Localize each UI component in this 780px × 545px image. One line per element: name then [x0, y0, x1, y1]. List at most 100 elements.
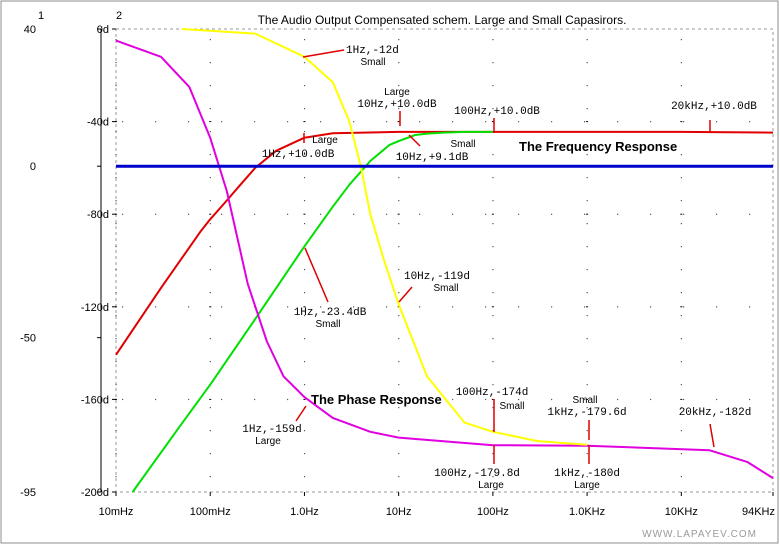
- grid-dot: [492, 407, 494, 409]
- grid-dot: [492, 338, 494, 340]
- grid-dot: [617, 213, 619, 215]
- grid-dot: [386, 398, 388, 401]
- annotation-value: 1kHz,-179.6d: [547, 407, 626, 419]
- grid-dot: [303, 269, 306, 271]
- grid-dot: [320, 398, 322, 401]
- grid-dot: [221, 398, 223, 401]
- grid-dot: [683, 213, 685, 215]
- grid-dot: [320, 306, 322, 308]
- grid-dot: [115, 338, 117, 340]
- grid-dot: [398, 292, 400, 294]
- grid-dot: [209, 407, 211, 409]
- grid-dot: [452, 306, 454, 308]
- grid-dot: [398, 269, 400, 271]
- x-tick-label: 94KHz: [742, 506, 775, 518]
- grid-dot: [398, 407, 400, 409]
- grid-dot: [320, 121, 322, 123]
- x-tick-label: 10mHz: [99, 506, 134, 518]
- grid-dot: [680, 246, 683, 248]
- grid-dot: [680, 338, 683, 340]
- grid-dot: [115, 292, 117, 294]
- annotation-tag: Small: [433, 283, 458, 294]
- chart-axes: 40 0 -50 -95 0d -40d -80d -120d -160d -200d 10mHz 1…: [20, 24, 775, 518]
- chart-title: The Audio Output Compensated schem. Larg…: [258, 13, 627, 27]
- grid-dot: [586, 338, 588, 340]
- grid-dot: [551, 398, 553, 401]
- grid-dot: [680, 223, 683, 225]
- annotation-leader: [709, 423, 715, 448]
- grid-dot: [586, 315, 588, 317]
- chart-texts: The Audio Output Compensated schem. Larg…: [38, 10, 756, 540]
- grid-dot: [303, 154, 306, 156]
- grid-dot: [188, 213, 190, 215]
- grid-dot: [398, 476, 400, 478]
- grid-dot: [155, 306, 157, 308]
- grid-dot: [586, 177, 588, 179]
- grid-dot: [716, 306, 718, 308]
- annotation-tag: Large: [312, 135, 338, 146]
- grid-dot: [303, 62, 306, 64]
- grid-dot: [518, 306, 520, 308]
- grid-dot: [680, 39, 683, 41]
- grid-dot: [492, 108, 494, 110]
- annotation-tag: Large: [478, 480, 504, 491]
- grid-dot: [586, 223, 588, 225]
- grid-dot: [303, 39, 306, 41]
- grid-dot: [650, 121, 652, 123]
- grid-dot: [419, 306, 421, 308]
- grid-dot: [650, 398, 652, 401]
- grid-dot: [398, 246, 400, 248]
- annotation-value: 100Hz,+10.0dB: [454, 106, 540, 118]
- grid-dot: [716, 121, 718, 123]
- grid-dot: [680, 407, 683, 409]
- grid-dot: [492, 246, 494, 248]
- grid-dot: [485, 306, 487, 308]
- annotation-tag: Small: [499, 401, 524, 412]
- grid-dot: [320, 213, 322, 215]
- grid-dot: [115, 361, 117, 363]
- annotation-tag: Large: [384, 87, 410, 98]
- grid-dot: [492, 315, 494, 317]
- grid-dot: [115, 223, 117, 225]
- grid-dot: [287, 398, 289, 401]
- annotation-tag: Small: [360, 57, 385, 68]
- grid-dot: [115, 453, 117, 455]
- grid-dot: [386, 306, 388, 308]
- grid-dot: [485, 121, 487, 123]
- annotation-tag: Small: [572, 395, 597, 406]
- grid-dot: [209, 39, 211, 41]
- annotation-value: 100Hz,-179.8d: [434, 468, 520, 480]
- annotation-leader: [398, 286, 413, 303]
- grid-dot: [492, 62, 494, 64]
- grid-dot: [680, 177, 683, 179]
- grid-dot: [209, 108, 211, 110]
- grid-dot: [680, 200, 683, 202]
- grid-dot: [209, 338, 211, 340]
- grid-dot: [492, 269, 494, 271]
- grid-dot: [492, 361, 494, 363]
- annotation-tag: Large: [255, 436, 281, 447]
- grid-dot: [586, 430, 588, 432]
- grid-dot: [551, 121, 553, 123]
- grid-dot: [115, 384, 117, 386]
- grid-dot: [115, 476, 117, 478]
- grid-dot: [115, 39, 117, 41]
- annotation-value: 20kHz,+10.0dB: [671, 101, 757, 113]
- grid-dot: [586, 269, 588, 271]
- grid-dot: [353, 306, 355, 308]
- phase-tick-label: -160d: [81, 394, 109, 406]
- grid-dot: [492, 177, 494, 179]
- x-tick-label: 100Hz: [477, 506, 509, 518]
- series-freq-small: [131, 130, 493, 493]
- grid-dot: [485, 213, 487, 215]
- grid-dot: [683, 121, 685, 123]
- grid-dot: [680, 292, 683, 294]
- annotation-tag: Small: [450, 139, 475, 150]
- grid-dot: [586, 476, 588, 478]
- grid-dot: [188, 121, 190, 123]
- grid-dot: [115, 407, 117, 409]
- grid-dot: [155, 213, 157, 215]
- grid-dot: [716, 213, 718, 215]
